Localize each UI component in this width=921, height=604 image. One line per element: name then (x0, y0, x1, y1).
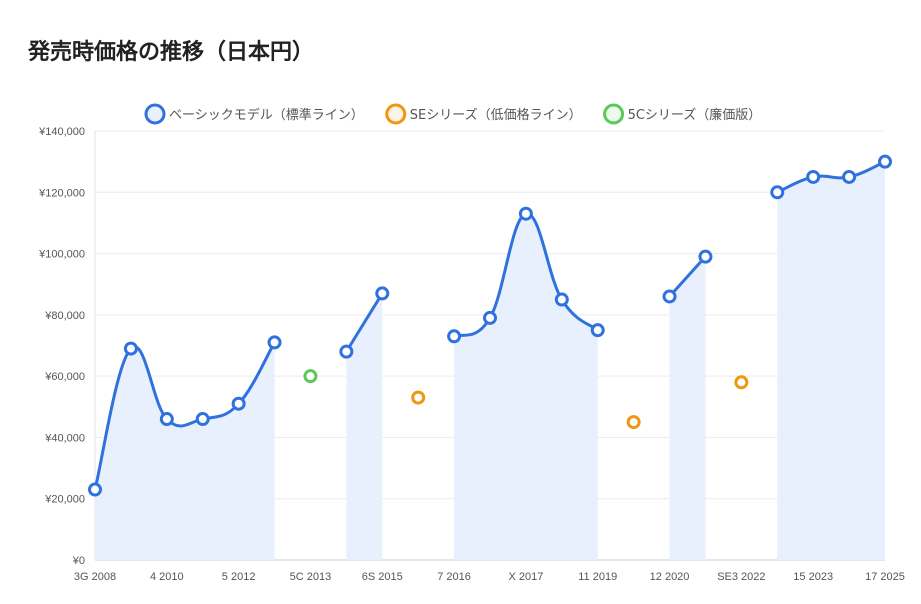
data-point (734, 375, 749, 390)
data-point (411, 390, 426, 405)
data-point (303, 369, 318, 384)
data-point (88, 482, 102, 497)
data-point (339, 344, 354, 359)
legend-marker-icon (144, 103, 166, 125)
series-line (776, 160, 886, 194)
x-tick-label: 15 2023 (793, 571, 833, 583)
area-fill (95, 342, 275, 560)
area-fill (346, 293, 383, 560)
y-tick-label: ¥60,000 (44, 371, 85, 383)
y-tick-label: ¥80,000 (44, 310, 85, 322)
x-tick-label: SE3 2022 (717, 571, 765, 583)
data-point (590, 323, 605, 338)
y-tick-label: ¥40,000 (44, 432, 85, 444)
x-tick-label: 4 2010 (150, 571, 184, 583)
x-tick-label: 11 2019 (578, 571, 617, 583)
x-tick-label: 5C 2013 (290, 571, 332, 583)
data-point (806, 169, 821, 184)
y-tick-label: ¥120,000 (38, 187, 85, 199)
data-point (662, 289, 677, 304)
x-tick-label: 5 2012 (222, 571, 256, 583)
data-point (483, 310, 497, 325)
data-point (195, 412, 210, 427)
data-point (698, 249, 713, 264)
y-tick-label: ¥0 (72, 555, 85, 567)
y-tick-label: ¥100,000 (38, 249, 85, 261)
data-point (375, 286, 390, 301)
data-point (770, 185, 785, 200)
data-point (626, 415, 641, 430)
area-fill (777, 161, 885, 560)
legend-label: 5Cシリーズ（廉価版） (628, 107, 762, 123)
area-fill (669, 256, 706, 560)
y-tick-label: ¥20,000 (44, 494, 85, 506)
x-tick-label: 3G 2008 (74, 571, 116, 583)
area-fill (454, 213, 598, 560)
legend-marker-icon (603, 103, 625, 125)
x-tick-label: 12 2020 (650, 571, 690, 583)
y-tick-label: ¥140,000 (38, 126, 85, 138)
data-point (447, 329, 462, 344)
legend-label: ベーシックモデル（標準ライン） (169, 107, 364, 123)
x-tick-label: 6S 2015 (362, 571, 403, 583)
data-point (231, 396, 246, 411)
data-point (123, 341, 138, 356)
x-tick-label: 7 2016 (437, 571, 471, 583)
x-tick-label: X 2017 (508, 571, 543, 583)
data-point (267, 335, 282, 350)
legend-marker-icon (385, 103, 407, 125)
page-title: 発売時価格の推移（日本円） (28, 40, 315, 65)
data-point (554, 292, 569, 307)
data-point (842, 169, 857, 184)
data-point (878, 154, 892, 169)
legend-label: SEシリーズ（低価格ライン） (410, 107, 582, 123)
data-point (518, 206, 533, 221)
x-tick-label: 17 2025 (865, 571, 905, 583)
data-point (159, 412, 174, 427)
